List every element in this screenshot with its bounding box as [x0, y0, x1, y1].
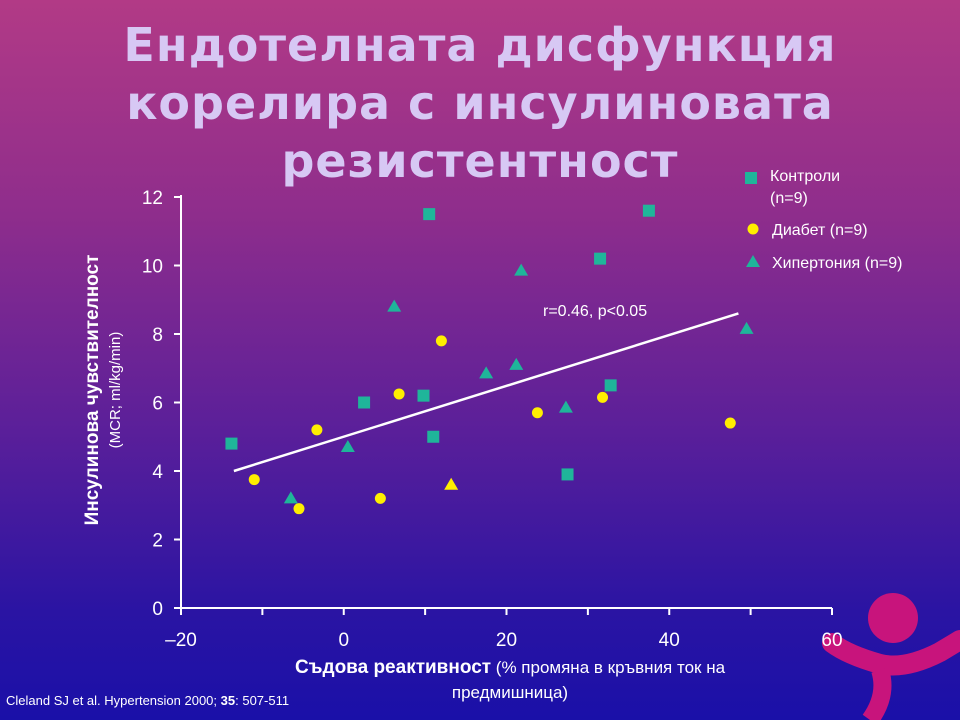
square-point	[604, 379, 617, 392]
triangle-point	[444, 477, 459, 490]
x-tick-label: –20	[165, 630, 197, 651]
square-point	[225, 437, 238, 450]
x-axis-title-bold: Съдова реактивност	[294, 657, 492, 678]
x-tick-label: 60	[821, 630, 842, 651]
citation-pages: : 507-511	[235, 693, 290, 708]
square-point	[423, 208, 436, 221]
triangle-point	[340, 440, 355, 453]
y-axis-title: Инсулинова чувствителност	[82, 254, 103, 526]
data-points	[225, 204, 754, 515]
circle-point	[374, 492, 386, 504]
legend-triangle-icon	[746, 255, 760, 267]
square-point	[561, 468, 574, 481]
triangle-point	[283, 491, 298, 504]
legend-square-icon	[745, 172, 757, 184]
triangle-point	[479, 366, 494, 379]
legend-label-controls: Контроли	[770, 168, 840, 185]
circle-point	[248, 474, 260, 486]
logo-body	[862, 667, 892, 720]
legend-label-hypertension: Хипертония (n=9)	[772, 255, 902, 272]
citation-text: Cleland SJ et al. Hypertension 2000;	[6, 693, 221, 708]
x-tick-label: 0	[338, 630, 349, 651]
y-axis-subtitle: (MCR; ml/kg/min)	[107, 331, 124, 449]
y-axis-label: Инсулинова чувствителност (MCR; ml/kg/mi…	[81, 180, 127, 600]
triangle-point	[558, 400, 573, 413]
x-axis-title-line2: предмишница)	[451, 683, 569, 702]
legend-circle-icon	[747, 223, 759, 235]
triangle-point	[739, 321, 754, 334]
circle-point	[597, 391, 609, 403]
legend-label-diabetes: Диабет (n=9)	[772, 222, 868, 239]
triangle-point	[387, 299, 402, 312]
y-tick-label: 8	[152, 325, 163, 346]
y-tick-label: 0	[152, 599, 163, 620]
trendline-group	[233, 312, 739, 473]
triangle-point	[514, 263, 529, 276]
circle-point	[435, 335, 447, 347]
square-point	[427, 430, 440, 443]
circle-point	[531, 407, 543, 419]
y-tick-label: 4	[152, 462, 163, 483]
triangle-point	[509, 357, 524, 370]
logo-arms	[822, 630, 960, 676]
x-axis-label: Съдова реактивност (% промяна в кръвния …	[215, 655, 805, 705]
y-tick-label: 12	[142, 188, 163, 209]
chart-legend: Контроли (n=9) Диабет (n=9) Хипертония (n=9…	[745, 168, 902, 272]
x-tick-label: 20	[496, 630, 517, 651]
x-axis-title-rest: (% промяна в кръвния ток на	[491, 658, 726, 677]
title-line-1: Ендотелната дисфункция	[123, 18, 837, 72]
correlation-annotation: r=0.46, p<0.05	[543, 303, 647, 320]
square-point	[642, 204, 655, 217]
circle-point	[311, 424, 323, 436]
logo-head	[868, 593, 918, 643]
citation-volume: 35	[220, 693, 236, 708]
y-tick-label: 2	[152, 531, 163, 552]
y-tick-label: 10	[142, 257, 163, 278]
square-point	[417, 389, 430, 402]
square-point	[358, 396, 371, 409]
circle-point	[724, 417, 736, 429]
legend-label-controls-n: (n=9)	[770, 190, 808, 207]
circle-point	[293, 503, 305, 515]
title-line-3: резистентност	[281, 134, 679, 188]
x-tick-label: 40	[659, 630, 680, 651]
y-tick-label: 6	[152, 394, 163, 415]
slide-title: Ендотелната дисфункция корелира с инсули…	[0, 16, 960, 190]
trendline	[233, 312, 739, 473]
square-point	[594, 252, 607, 265]
logo-figure-icon	[822, 593, 960, 720]
circle-point	[393, 388, 405, 400]
title-line-2: корелира с инсулиновата	[126, 76, 834, 130]
citation: Cleland SJ et al. Hypertension 2000; 35:…	[6, 693, 289, 708]
